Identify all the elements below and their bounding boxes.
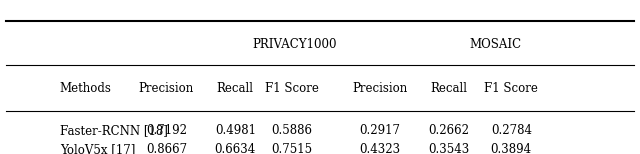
- Text: 0.3894: 0.3894: [491, 143, 532, 154]
- Text: Methods: Methods: [60, 82, 111, 95]
- Text: F1 Score: F1 Score: [265, 82, 319, 95]
- Text: 0.8667: 0.8667: [146, 143, 187, 154]
- Text: Precision: Precision: [352, 82, 407, 95]
- Text: Precision: Precision: [139, 82, 194, 95]
- Text: Faster-RCNN [18]: Faster-RCNN [18]: [60, 124, 168, 137]
- Text: 0.2784: 0.2784: [491, 124, 532, 137]
- Text: 0.2662: 0.2662: [428, 124, 469, 137]
- Text: 0.7192: 0.7192: [146, 124, 187, 137]
- Text: 0.7515: 0.7515: [271, 143, 312, 154]
- Text: PRIVACY1000: PRIVACY1000: [253, 38, 337, 51]
- Text: Recall: Recall: [217, 82, 254, 95]
- Text: 0.4981: 0.4981: [215, 124, 256, 137]
- Text: YoloV5x [17]: YoloV5x [17]: [60, 143, 135, 154]
- Text: 0.3543: 0.3543: [428, 143, 469, 154]
- Text: 0.4323: 0.4323: [359, 143, 400, 154]
- Text: F1 Score: F1 Score: [484, 82, 538, 95]
- Text: 0.5886: 0.5886: [271, 124, 312, 137]
- Text: 0.2917: 0.2917: [359, 124, 400, 137]
- Text: Recall: Recall: [430, 82, 467, 95]
- Text: MOSAIC: MOSAIC: [470, 38, 522, 51]
- Text: 0.6634: 0.6634: [214, 143, 256, 154]
